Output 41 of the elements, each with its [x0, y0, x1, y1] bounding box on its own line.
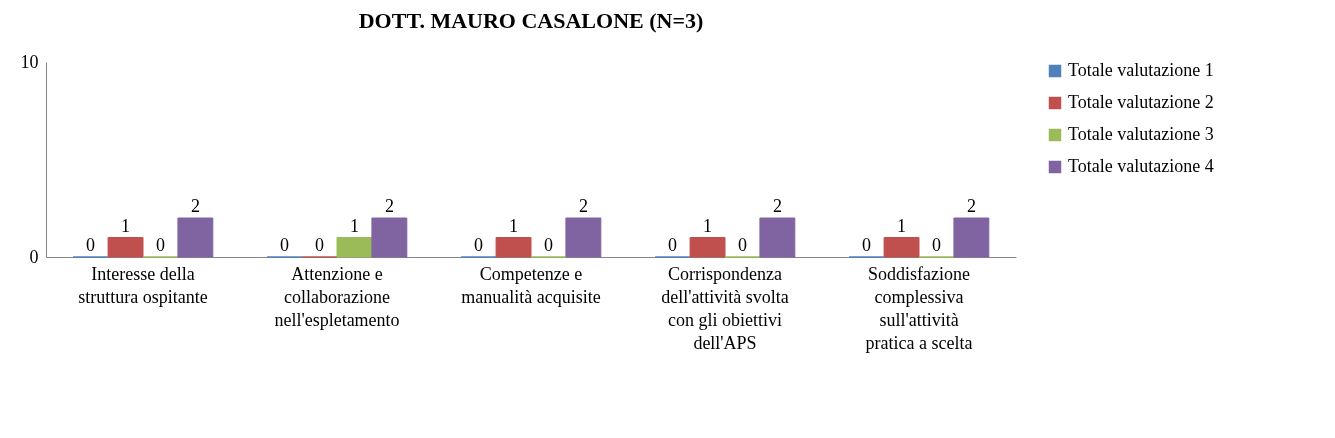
data-label: 1: [897, 215, 907, 236]
bar: [371, 217, 408, 258]
data-label: 0: [668, 235, 678, 255]
data-label: 2: [190, 196, 200, 216]
legend-label: Totale valutazione 2: [1068, 92, 1214, 112]
data-label: 2: [578, 196, 588, 216]
data-label: 0: [737, 235, 747, 255]
data-label: 0: [474, 235, 484, 255]
data-label: 0: [862, 235, 872, 255]
bar: [689, 237, 726, 258]
data-label: 0: [86, 235, 96, 255]
x-tick-label: Competenze e manualità acquisite: [461, 263, 601, 307]
bar: [177, 217, 214, 258]
data-label: 1: [349, 215, 359, 236]
data-label: 1: [703, 215, 713, 236]
x-tick-label: Corrispondenza dell'attività svolta con gli obiettivi dell'APS: [661, 263, 789, 353]
data-label: 0: [280, 235, 290, 255]
x-tick-label: Attenzione e collaborazione nell'espletamento: [274, 263, 400, 330]
legend-label: Totale valutazione 4: [1068, 156, 1214, 176]
data-label: 0: [155, 235, 165, 255]
data-label: 1: [121, 215, 131, 236]
legend-label: Totale valutazione 3: [1068, 124, 1214, 144]
chart-title: DOTT. MAURO CASALONE (N=3): [358, 8, 704, 33]
bar: [953, 217, 990, 258]
data-label: 1: [509, 215, 519, 236]
legend-label: Totale valutazione 1: [1068, 60, 1214, 80]
bar: [759, 217, 796, 258]
bar: [495, 237, 532, 258]
bar: [107, 237, 144, 258]
bar: [565, 217, 602, 258]
data-label: 2: [966, 196, 976, 216]
data-label: 2: [384, 196, 394, 216]
bar: [883, 237, 920, 258]
data-label: 0: [543, 235, 553, 255]
data-label: 2: [772, 196, 782, 216]
y-tick-label: 10: [20, 51, 39, 72]
x-tick-label: Interesse della struttura ospitante: [78, 263, 208, 307]
data-label: 0: [315, 235, 325, 255]
x-tick-label: Soddisfazione complessiva sull'attività pratica a scelta: [865, 263, 973, 353]
data-label: 0: [931, 235, 941, 255]
bar: [336, 237, 373, 258]
